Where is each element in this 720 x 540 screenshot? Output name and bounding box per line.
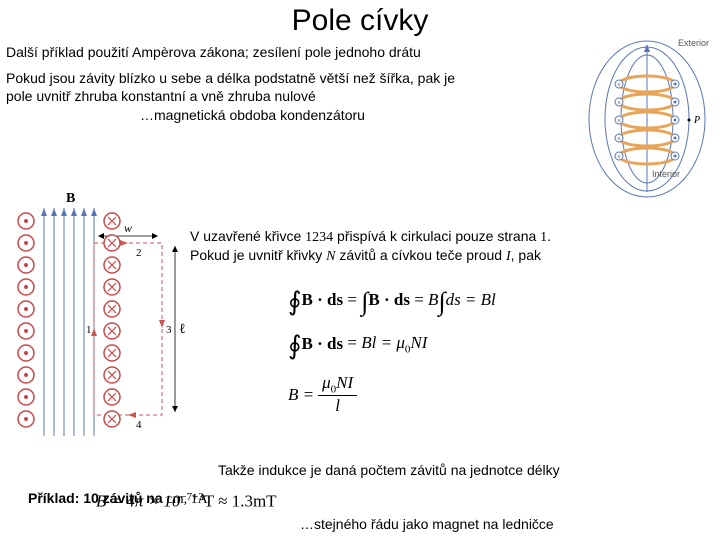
solenoid-cross-section: B w ℓ 1 2 <box>6 188 186 441</box>
p2-d: závitů a cívkou teče proud <box>336 247 506 263</box>
loop-side-3: 3 <box>166 324 172 336</box>
calculation: B = 4π × 10−7+3T ≈ 1.3mT <box>96 491 277 512</box>
loop-side-2: 2 <box>136 247 142 259</box>
p2-N: N <box>326 249 335 264</box>
page-title: Pole cívky <box>0 0 720 38</box>
paragraph-2: V uzavřené křivce 1234 přispívá k cirkul… <box>190 228 590 265</box>
svg-text:×: × <box>617 82 621 89</box>
solenoid-3d-svg: × × × × × P Exterior Interior <box>582 34 712 204</box>
calc-lhs: B = 4π × 10 <box>96 492 180 511</box>
eq2-c: NI <box>410 333 427 352</box>
p2-b: přispívá k cirkulaci pouze strana <box>333 228 540 244</box>
svg-text:×: × <box>617 136 621 143</box>
label-B: B <box>66 191 75 206</box>
int-icon: ∫ <box>361 287 368 317</box>
svg-text:×: × <box>617 154 621 161</box>
svg-text:×: × <box>617 100 621 107</box>
calc-rhs: T ≈ 1.3mT <box>204 492 277 511</box>
solenoid-3d-diagram: × × × × × P Exterior Interior <box>582 34 712 204</box>
svg-text:×: × <box>617 118 621 125</box>
fridge-text: …stejného řádu jako magnet na ledničce <box>300 516 554 532</box>
label-interior: Interior <box>652 169 680 179</box>
eq3-num: μ <box>322 373 331 392</box>
p2-a: V uzavřené křivce <box>190 228 305 244</box>
eq1-a: B · ds <box>302 290 344 310</box>
oint-icon: ∮ <box>288 287 302 317</box>
eq3-den: l <box>331 396 344 416</box>
calc-exp: −7+3 <box>180 491 203 503</box>
eq2-a: B · ds <box>302 334 344 354</box>
int-icon-2: ∫ <box>438 287 445 317</box>
eq2-b: Bl = μ <box>361 333 405 352</box>
label-l: ℓ <box>179 322 186 337</box>
eq1-b: B · ds <box>368 290 410 310</box>
fraction: μ0NI l <box>318 373 357 416</box>
p2-e: , pak <box>511 247 541 263</box>
equations-block: ∮ B · ds = ∫ B · ds = B ∫ ds = Bl ∮ B · … <box>288 285 548 430</box>
equation-1: ∮ B · ds = ∫ B · ds = B ∫ ds = Bl <box>288 285 548 315</box>
oint-icon-2: ∮ <box>288 331 302 361</box>
label-w: w <box>124 221 132 235</box>
cross-section-svg: B w ℓ 1 2 <box>6 188 186 441</box>
eq3-num2: NI <box>336 373 353 392</box>
conclusion-text: Takže indukce je daná počtem závitů na j… <box>218 462 560 478</box>
equation-2: ∮ B · ds = Bl = μ0NI <box>288 329 548 359</box>
loop-side-4: 4 <box>136 419 142 431</box>
eq3-lhs: B = <box>288 385 314 405</box>
label-P: P <box>693 115 700 126</box>
eq1-d: ds = Bl <box>446 290 496 310</box>
loop-side-1: 1 <box>86 324 92 336</box>
eq1-c: B <box>428 290 438 310</box>
p2-n1: 1234 <box>305 230 333 245</box>
label-exterior: Exterior <box>678 38 709 48</box>
equation-3: B = μ0NI l <box>288 373 548 416</box>
